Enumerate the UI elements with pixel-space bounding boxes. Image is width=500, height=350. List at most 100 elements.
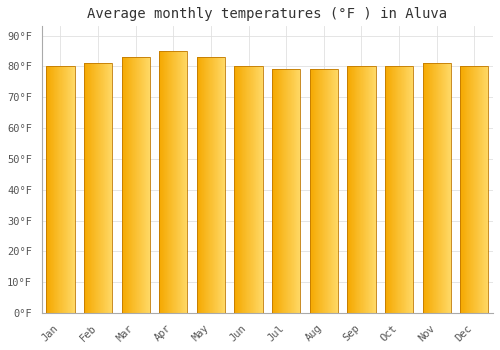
Bar bbox=[212, 57, 213, 313]
Bar bbox=[253, 66, 254, 313]
Title: Average monthly temperatures (°F ) in Aluva: Average monthly temperatures (°F ) in Al… bbox=[88, 7, 448, 21]
Bar bbox=[85, 63, 86, 313]
Bar bbox=[407, 66, 408, 313]
Bar bbox=[180, 51, 182, 313]
Bar bbox=[288, 69, 289, 313]
Bar bbox=[363, 66, 364, 313]
Bar bbox=[261, 66, 262, 313]
Bar bbox=[475, 66, 476, 313]
Bar bbox=[51, 66, 52, 313]
Bar bbox=[46, 66, 74, 313]
Bar bbox=[317, 69, 318, 313]
Bar bbox=[295, 69, 296, 313]
Bar bbox=[392, 66, 393, 313]
Bar bbox=[50, 66, 51, 313]
Bar bbox=[73, 66, 74, 313]
Bar bbox=[249, 66, 250, 313]
Bar bbox=[412, 66, 413, 313]
Bar bbox=[385, 66, 386, 313]
Bar bbox=[284, 69, 285, 313]
Bar bbox=[391, 66, 392, 313]
Bar bbox=[159, 51, 160, 313]
Bar bbox=[386, 66, 387, 313]
Bar bbox=[134, 57, 135, 313]
Bar bbox=[331, 69, 332, 313]
Bar bbox=[293, 69, 294, 313]
Bar bbox=[424, 63, 425, 313]
Bar bbox=[47, 66, 48, 313]
Bar bbox=[213, 57, 214, 313]
Bar bbox=[296, 69, 297, 313]
Bar bbox=[251, 66, 252, 313]
Bar bbox=[243, 66, 244, 313]
Bar bbox=[71, 66, 72, 313]
Bar bbox=[439, 63, 440, 313]
Bar bbox=[433, 63, 434, 313]
Bar bbox=[86, 63, 87, 313]
Bar bbox=[90, 63, 91, 313]
Bar bbox=[352, 66, 353, 313]
Bar bbox=[234, 66, 262, 313]
Bar bbox=[131, 57, 132, 313]
Bar bbox=[160, 51, 161, 313]
Bar bbox=[290, 69, 292, 313]
Bar bbox=[373, 66, 374, 313]
Bar bbox=[323, 69, 324, 313]
Bar bbox=[199, 57, 200, 313]
Bar bbox=[470, 66, 471, 313]
Bar bbox=[144, 57, 145, 313]
Bar bbox=[463, 66, 464, 313]
Bar bbox=[447, 63, 448, 313]
Bar bbox=[87, 63, 88, 313]
Bar bbox=[393, 66, 394, 313]
Bar bbox=[279, 69, 280, 313]
Bar bbox=[70, 66, 71, 313]
Bar bbox=[371, 66, 372, 313]
Bar bbox=[402, 66, 403, 313]
Bar bbox=[472, 66, 473, 313]
Bar bbox=[436, 63, 437, 313]
Bar bbox=[61, 66, 62, 313]
Bar bbox=[181, 51, 182, 313]
Bar bbox=[128, 57, 129, 313]
Bar bbox=[216, 57, 217, 313]
Bar bbox=[294, 69, 295, 313]
Bar bbox=[465, 66, 466, 313]
Bar bbox=[316, 69, 317, 313]
Bar bbox=[430, 63, 431, 313]
Bar bbox=[64, 66, 65, 313]
Bar bbox=[220, 57, 221, 313]
Bar bbox=[437, 63, 438, 313]
Bar bbox=[84, 63, 85, 313]
Bar bbox=[100, 63, 101, 313]
Bar bbox=[214, 57, 215, 313]
Bar bbox=[442, 63, 443, 313]
Bar bbox=[148, 57, 150, 313]
Bar bbox=[72, 66, 73, 313]
Bar bbox=[403, 66, 404, 313]
Bar bbox=[478, 66, 479, 313]
Bar bbox=[337, 69, 338, 313]
Bar bbox=[246, 66, 247, 313]
Bar bbox=[162, 51, 163, 313]
Bar bbox=[210, 57, 211, 313]
Bar bbox=[166, 51, 167, 313]
Bar bbox=[291, 69, 292, 313]
Bar bbox=[55, 66, 56, 313]
Bar bbox=[485, 66, 486, 313]
Bar bbox=[375, 66, 376, 313]
Bar bbox=[443, 63, 444, 313]
Bar bbox=[245, 66, 246, 313]
Bar bbox=[356, 66, 357, 313]
Bar bbox=[324, 69, 325, 313]
Bar bbox=[372, 66, 374, 313]
Bar bbox=[272, 69, 300, 313]
Bar bbox=[283, 69, 284, 313]
Bar bbox=[354, 66, 355, 313]
Bar bbox=[159, 51, 188, 313]
Bar bbox=[238, 66, 239, 313]
Bar bbox=[387, 66, 388, 313]
Bar bbox=[450, 63, 451, 313]
Bar bbox=[426, 63, 427, 313]
Bar bbox=[348, 66, 349, 313]
